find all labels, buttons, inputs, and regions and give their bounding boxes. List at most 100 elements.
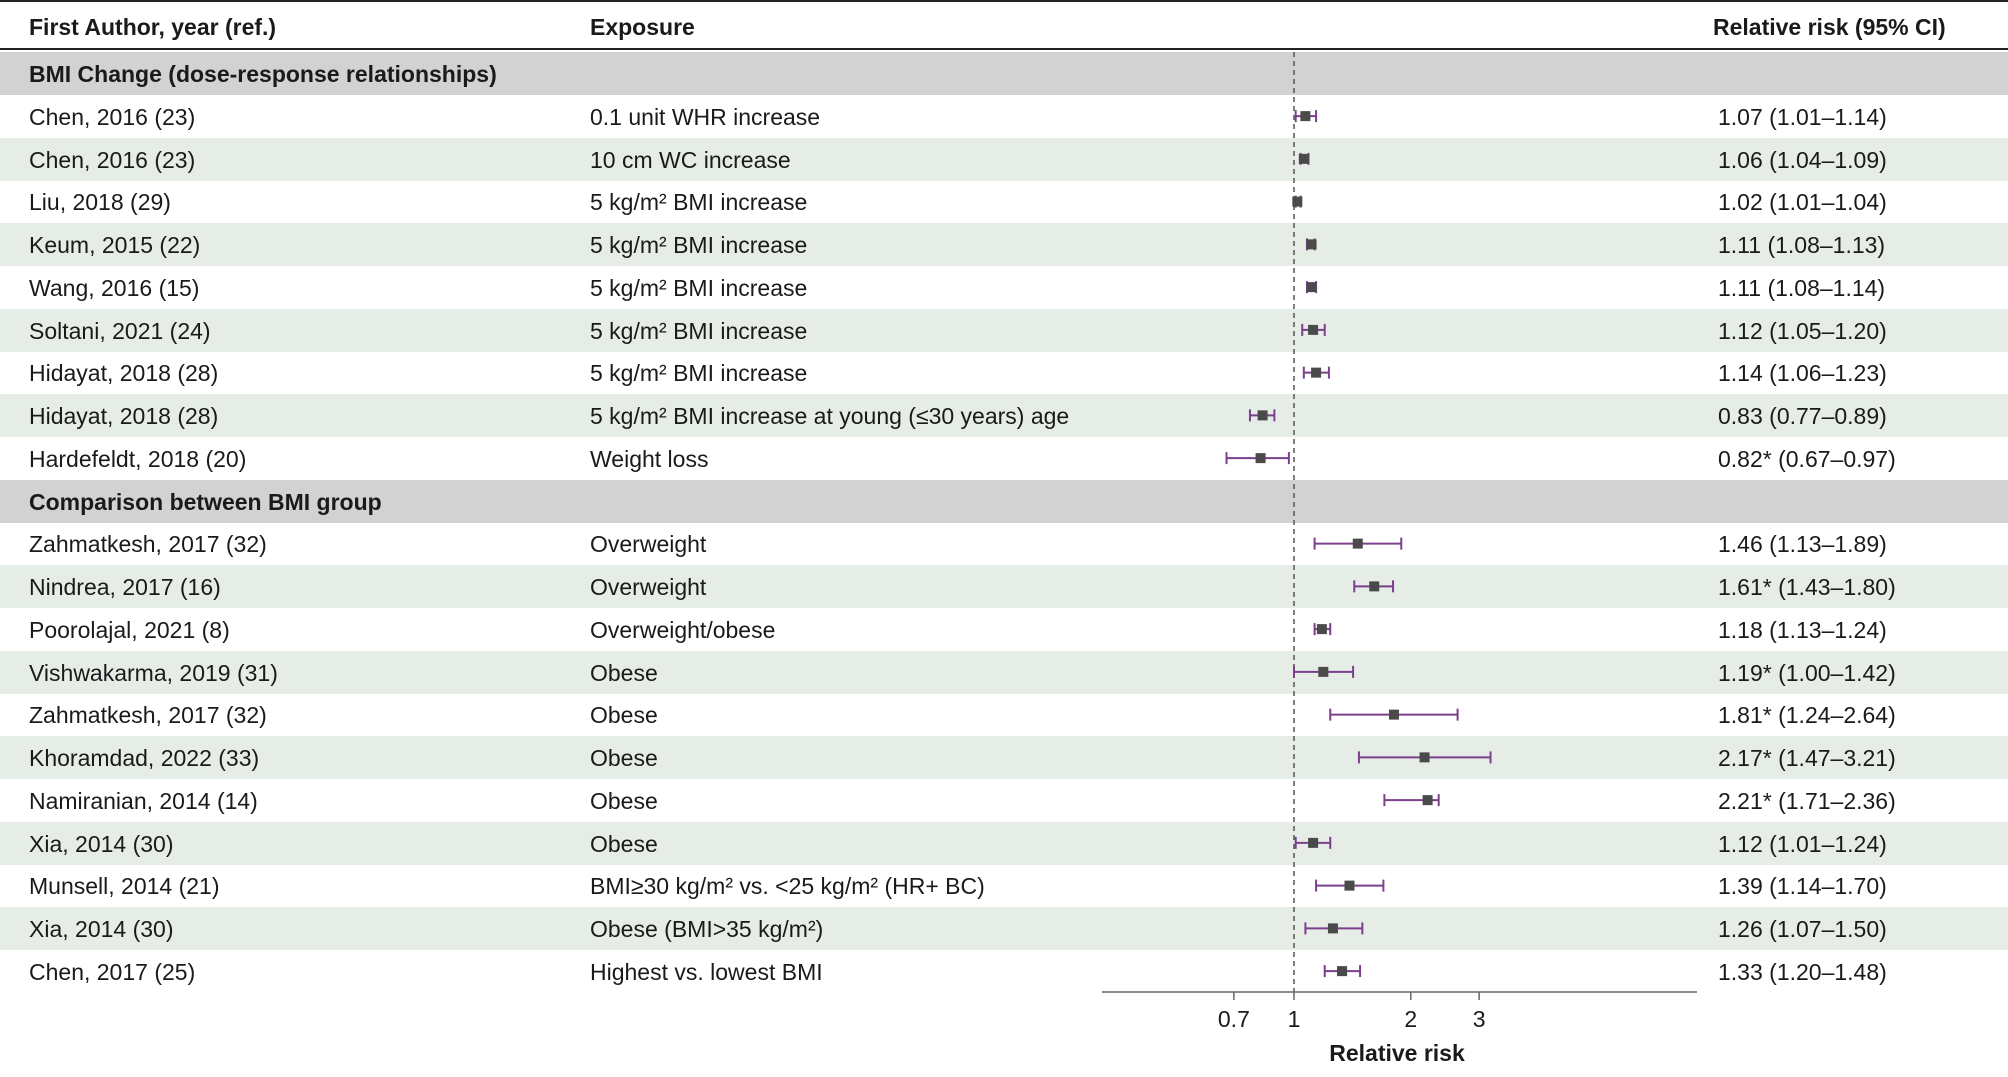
exposure-cell: 10 cm WC increase [590,146,791,173]
study-author-cell: Soltani, 2021 (24) [29,317,211,344]
point-estimate [1298,153,1309,164]
exposure-cell: Obese (BMI>35 kg/m²) [590,916,824,942]
table-row: Hidayat, 2018 (28) 5 kg/m² BMI increase a… [0,394,2008,437]
table-row: Namiranian, 2014 (14) Obese 2.21* (1.71–2.… [0,779,2008,822]
study-author-cell: Wang, 2016 (15) [29,274,200,301]
exposure-cell: Obese [590,830,658,857]
point-estimate [1419,752,1430,763]
study-author-cell: Khoramdad, 2022 (33) [29,745,260,771]
exposure-cell: Overweight [590,574,707,600]
exposure-cell: 5 kg/m² BMI increase [590,189,808,216]
table-row: Hardefeldt, 2018 (20) Weight loss 0.82* (0… [0,437,2008,480]
x-tick-label: 3 [1473,1006,1486,1032]
table-header: First Author, year (ref.) Exposure Relat… [0,0,2008,50]
point-estimate [1308,324,1319,335]
table-row: Poorolajal, 2021 (8) Overweight/obese 1.18… [0,608,2008,651]
study-author-cell: Nindrea, 2017 (16) [29,574,221,600]
table-row: Wang, 2016 (15) 5 kg/m² BMI increase 1.11 … [0,266,2008,309]
table-row: Soltani, 2021 (24) 5 kg/m² BMI increase 1.… [0,308,2008,352]
x-tick-label: 1 [1288,1006,1301,1032]
table-row: Liu, 2018 (29) 5 kg/m² BMI increase 1.02 (… [0,180,2008,223]
study-author-cell: Xia, 2014 (30) [29,830,174,857]
point-estimate [1308,837,1319,848]
relative-risk-cell: 1.12 (1.05–1.20) [1718,317,1887,344]
relative-risk-cell: 1.26 (1.07–1.50) [1718,916,1887,942]
relative-risk-cell: 1.19* (1.00–1.42) [1718,659,1896,686]
table-row: Chen, 2016 (23) 0.1 unit WHR increase 1.07… [0,95,2008,138]
rr-column-header: Relative risk (95% CI) [1713,14,1946,40]
point-estimate [1369,581,1380,592]
study-author-cell: Vishwakarma, 2019 (31) [29,659,278,686]
point-estimate [1318,666,1329,677]
table-row: Chen, 2017 (25) Highest vs. lowest BMI 1.3… [0,950,2008,993]
point-estimate [1255,453,1266,464]
study-author-cell: Hardefeldt, 2018 (20) [29,445,247,472]
study-author-cell: Chen, 2016 (23) [29,103,196,130]
exposure-cell: Obese [590,659,658,686]
point-estimate [1306,239,1317,250]
point-estimate [1422,795,1433,806]
point-estimate [1316,624,1327,635]
point-estimate [1311,367,1322,378]
study-author-cell: Hidayat, 2018 (28) [29,403,219,429]
table-row: Xia, 2014 (30) Obese (BMI>35 kg/m²) 1.26 (… [0,907,2008,950]
exposure-cell: Obese [590,745,658,771]
point-estimate [1388,709,1399,720]
relative-risk-cell: 0.83 (0.77–0.89) [1718,403,1887,429]
section-title: BMI Change (dose-response relationships) [29,61,497,87]
study-author-cell: Munsell, 2014 (21) [29,873,220,900]
study-author-cell: Namiranian, 2014 (14) [29,787,258,814]
author-column-header: First Author, year (ref.) [29,14,277,40]
point-estimate [1337,966,1348,977]
table-row: Nindrea, 2017 (16) Overweight 1.61* (1.43–… [0,565,2008,608]
exposure-cell: Highest vs. lowest BMI [590,958,823,985]
relative-risk-cell: 1.11 (1.08–1.13) [1718,232,1886,258]
x-axis-title: Relative risk [1329,1040,1465,1066]
exposure-cell: 5 kg/m² BMI increase [590,274,808,301]
table-row: Chen, 2016 (23) 10 cm WC increase 1.06 (1.… [0,137,2008,181]
exposure-cell: Overweight [590,531,707,558]
point-estimate [1352,538,1363,549]
table-row: Xia, 2014 (30) Obese 1.12 (1.01–1.24) [0,821,2008,865]
section-title: Comparison between BMI group [29,488,382,515]
table-row: Munsell, 2014 (21) BMI≥30 kg/m² vs. <25 k… [0,864,2008,907]
study-author-cell: Chen, 2017 (25) [29,958,196,985]
table-row: Zahmatkesh, 2017 (32) Overweight 1.46 (1.1… [0,522,2008,565]
point-estimate [1300,111,1311,122]
relative-risk-cell: 1.14 (1.06–1.23) [1718,360,1887,387]
study-author-cell: Poorolajal, 2021 (8) [29,616,230,643]
exposure-cell: Weight loss [590,445,709,472]
study-author-cell: Zahmatkesh, 2017 (32) [29,531,267,558]
study-author-cell: Zahmatkesh, 2017 (32) [29,702,267,729]
study-author-cell: Hidayat, 2018 (28) [29,360,219,387]
point-estimate [1306,282,1317,293]
exposure-cell: 0.1 unit WHR increase [590,103,821,130]
exposure-cell: 5 kg/m² BMI increase [590,232,808,258]
relative-risk-cell: 2.17* (1.47–3.21) [1718,745,1896,771]
x-tick-label: 2 [1404,1006,1417,1032]
section-header-row: Comparison between BMI group [0,479,2008,523]
x-tick-label: 0.7 [1218,1006,1250,1032]
table-row: Zahmatkesh, 2017 (32) Obese 1.81* (1.24–2.… [0,693,2008,736]
section-header-row: BMI Change (dose-response relationships) [0,52,2008,95]
relative-risk-cell: 1.12 (1.01–1.24) [1718,830,1887,857]
exposure-cell: Obese [590,787,658,814]
relative-risk-cell: 1.39 (1.14–1.70) [1718,873,1887,900]
exposure-cell: 5 kg/m² BMI increase at young (≤30 years… [590,403,1070,429]
study-author-cell: Chen, 2016 (23) [29,146,196,173]
relative-risk-cell: 1.06 (1.04–1.09) [1718,146,1887,173]
relative-risk-cell: 1.18 (1.13–1.24) [1718,616,1887,643]
study-author-cell: Keum, 2015 (22) [29,232,201,258]
exposure-column-header: Exposure [590,14,695,40]
point-estimate [1327,923,1338,934]
study-author-cell: Liu, 2018 (29) [29,189,171,216]
table-row: Khoramdad, 2022 (33) Obese 2.17* (1.47–3.2… [0,736,2008,779]
relative-risk-cell: 2.21* (1.71–2.36) [1718,787,1896,814]
relative-risk-cell: 1.61* (1.43–1.80) [1718,574,1896,600]
table-row: Keum, 2015 (22) 5 kg/m² BMI increase 1.11 … [0,223,2008,266]
exposure-cell: BMI≥30 kg/m² vs. <25 kg/m² (HR+ BC) [590,873,985,900]
relative-risk-cell: 1.11 (1.08–1.14) [1718,274,1886,301]
exposure-cell: Obese [590,702,658,729]
table-row: Hidayat, 2018 (28) 5 kg/m² BMI increase 1.… [0,351,2008,394]
